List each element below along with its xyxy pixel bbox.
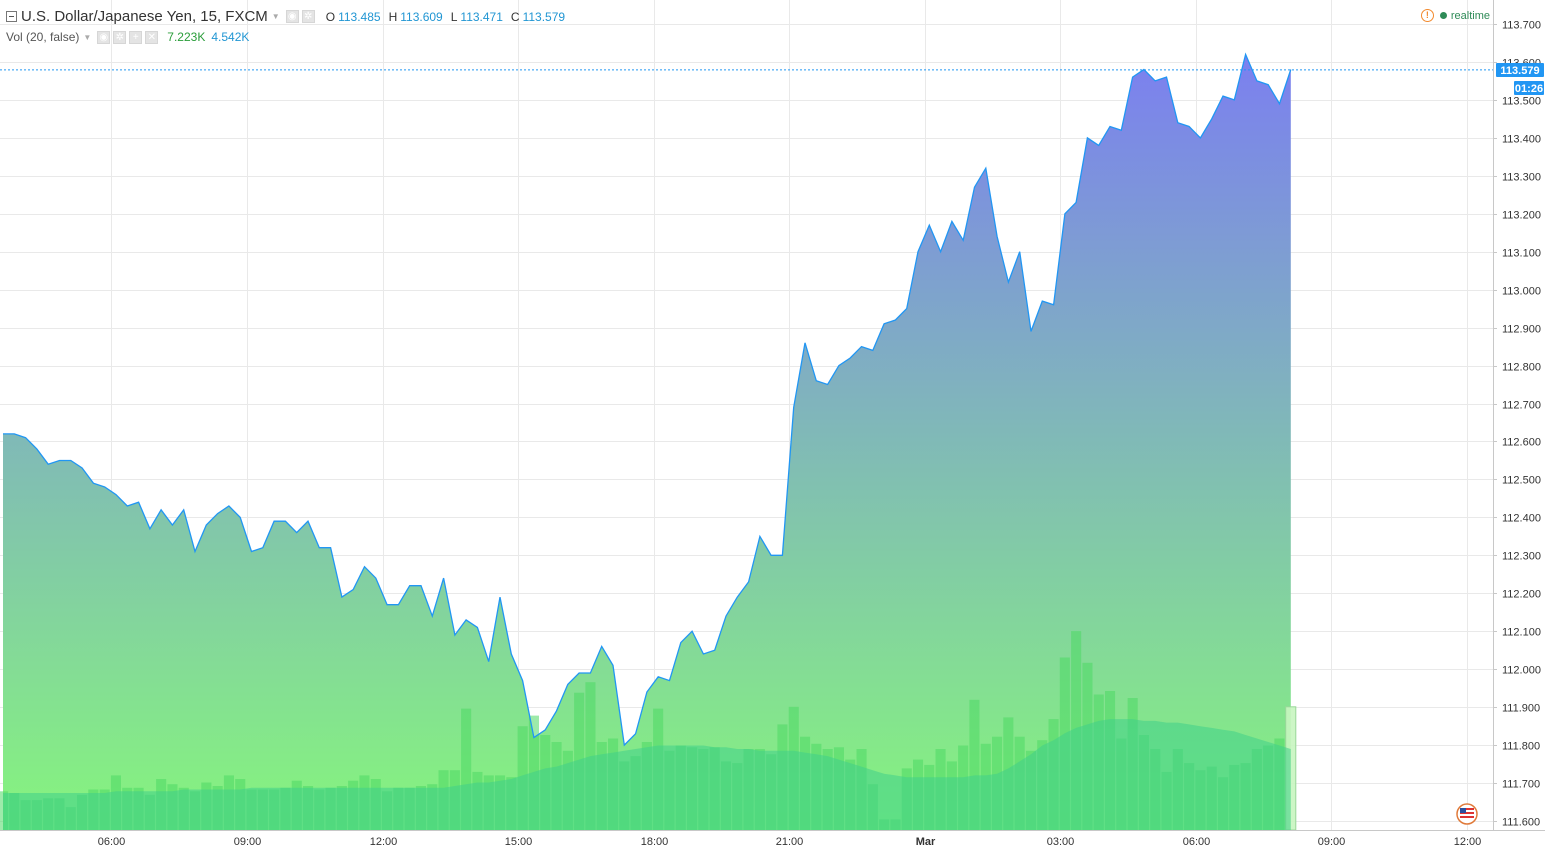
y-tick-label: 111.900	[1502, 703, 1540, 715]
symbol-title[interactable]: U.S. Dollar/Japanese Yen, 15, FXCM	[21, 7, 268, 25]
close-icon[interactable]: ✕	[145, 30, 159, 44]
plus-icon[interactable]: +	[129, 30, 143, 44]
chevron-down-icon[interactable]: ▼	[271, 11, 280, 21]
y-tick-label: 112.200	[1502, 589, 1541, 601]
y-tick-label: 113.000	[1502, 286, 1541, 298]
y-tick-label: 113.500	[1502, 96, 1541, 108]
eye-icon[interactable]: ◉	[285, 9, 299, 23]
settings-icon[interactable]: ✲	[113, 30, 127, 44]
price-area	[3, 54, 1291, 830]
x-tick-label: 15:00	[505, 836, 533, 848]
y-tick-label: 113.700	[1502, 20, 1541, 32]
countdown-value: 01:26	[1515, 83, 1543, 95]
realtime-label: realtime	[1450, 9, 1490, 22]
y-tick-label: 113.300	[1502, 172, 1541, 184]
chevron-down-icon[interactable]: ▼	[83, 32, 92, 42]
x-tick-label: Mar	[916, 836, 936, 848]
y-tick-label: 112.600	[1502, 437, 1541, 449]
price-line	[3, 52, 1292, 747]
x-tick-label: 12:00	[1454, 836, 1482, 848]
y-tick-label: 111.700	[1502, 779, 1540, 791]
volume-bar	[461, 708, 472, 830]
volume-bar	[969, 699, 980, 830]
exclamation-circle-icon[interactable]: !	[1420, 9, 1434, 22]
last-price-value: 113.579	[1500, 65, 1539, 77]
ohlc-high: H 113.609	[388, 9, 443, 24]
y-tick-label: 112.300	[1502, 551, 1541, 563]
volume-legend: Vol (20, false) ▼ ◉ ✲ + ✕ 7.223K 4.542K	[6, 29, 249, 45]
y-tick-label: 112.800	[1502, 362, 1541, 374]
volume-value: 7.223K	[167, 30, 206, 44]
x-tick-label: 21:00	[776, 836, 804, 848]
collapse-icon[interactable]	[6, 10, 17, 22]
y-tick-label: 111.800	[1502, 741, 1540, 753]
price-axis[interactable]: 113.700113.600113.500113.400113.300113.2…	[1493, 20, 1541, 829]
volume-title[interactable]: Vol (20, false)	[6, 30, 80, 44]
x-tick-label: 06:00	[98, 836, 126, 848]
status-dot-icon	[1439, 12, 1447, 19]
x-tick-label: 12:00	[370, 836, 398, 848]
volume-ma-value: 4.542K	[211, 30, 250, 44]
ohlc-close: C 113.579	[510, 9, 566, 24]
y-tick-label: 112.400	[1502, 513, 1541, 525]
y-tick-label: 111.600	[1502, 817, 1540, 829]
time-axis[interactable]: 06:00 09:00 12:00 15:00 18:00 21:00 Mar 03:00 06…	[98, 836, 1482, 848]
y-tick-label: 113.200	[1502, 210, 1541, 222]
x-tick-label: 09:00	[234, 836, 262, 848]
x-tick-label: 09:00	[1318, 836, 1346, 848]
ohlc-low: L 113.471	[450, 9, 503, 24]
y-tick-label: 113.100	[1502, 248, 1541, 260]
last-price-tag: 113.579 01:26	[1496, 63, 1544, 95]
eye-icon[interactable]: ◉	[97, 30, 111, 44]
series-legend: U.S. Dollar/Japanese Yen, 15, FXCM ▼ ◉ ✲…	[6, 6, 565, 26]
volume-ma-area	[3, 719, 1291, 830]
ohlc-open: O 113.485	[325, 9, 381, 24]
realtime-status: ! realtime	[1420, 9, 1490, 22]
x-tick-label: 18:00	[641, 836, 669, 848]
y-tick-label: 112.000	[1502, 665, 1541, 677]
x-tick-label: 06:00	[1183, 836, 1211, 848]
y-tick-label: 113.400	[1502, 134, 1541, 146]
flag-icon[interactable]	[1456, 803, 1478, 825]
settings-icon[interactable]: ✲	[301, 9, 315, 23]
y-tick-label: 112.700	[1502, 400, 1541, 412]
y-tick-label: 112.900	[1502, 324, 1541, 336]
y-tick-label: 112.100	[1502, 627, 1541, 639]
y-tick-label: 112.500	[1502, 475, 1541, 487]
x-tick-label: 03:00	[1047, 836, 1075, 848]
